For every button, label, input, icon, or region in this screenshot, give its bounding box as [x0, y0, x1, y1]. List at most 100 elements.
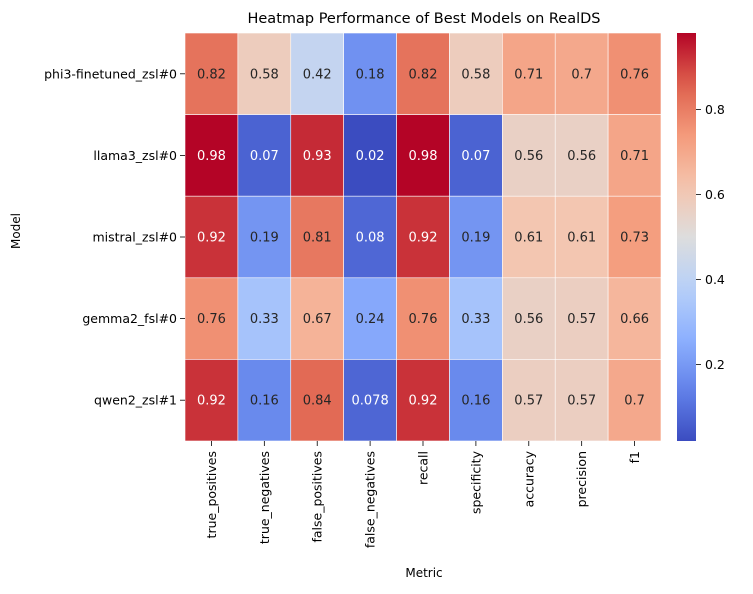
heatmap-cell: [607, 359, 662, 442]
cell-value-label: 0.07: [461, 149, 490, 164]
cell-value-label: 0.02: [356, 149, 385, 164]
heatmap-cell: [607, 114, 662, 197]
y-tick-label: phi3-finetuned_zsl#0: [44, 66, 177, 81]
cell-value-label: 0.76: [620, 67, 649, 82]
heatmap-cell: [343, 114, 397, 197]
heatmap-cell: [237, 32, 292, 115]
x-tick-labels: true_positives true_negatives false_positi…: [204, 441, 642, 548]
heatmap-cell: [184, 32, 239, 115]
cell-value-label: 0.92: [409, 231, 438, 246]
y-tick-label: gemma2_fsl#0: [82, 311, 177, 326]
heatmap-cell: [343, 359, 397, 442]
heatmap-cell: [449, 114, 503, 197]
heatmap-cell: [554, 114, 609, 197]
colorbar-tick-label: 0.4: [705, 272, 725, 287]
heatmap-cell: [290, 114, 344, 197]
cell-value-label: 0.81: [303, 231, 332, 246]
x-tick-label: precision: [574, 451, 589, 507]
x-tick-label: false_positives: [310, 451, 325, 543]
heatmap-cell: [184, 195, 239, 279]
heatmap-cell: [502, 195, 556, 279]
y-tick-label: llama3_zsl#0: [93, 148, 177, 163]
cell-value-label: 0.92: [197, 394, 226, 409]
x-tick-label: false_negatives: [363, 451, 378, 548]
cell-value-label: 0.16: [461, 394, 490, 409]
heatmap-cell: [396, 114, 450, 197]
cell-value-label: 0.84: [303, 394, 332, 409]
cell-value-label: 0.078: [352, 394, 389, 409]
cell-value-label: 0.33: [250, 312, 279, 327]
cell-value-label: 0.61: [567, 231, 596, 246]
heatmap-cell: [184, 114, 239, 197]
chart-title: Heatmap Performance of Best Models on Re…: [247, 11, 600, 27]
cell-value-label: 0.33: [461, 312, 490, 327]
colorbar-tick-label: 0.6: [705, 187, 725, 202]
cell-value-label: 0.73: [620, 231, 649, 246]
x-tick-label: accuracy: [521, 450, 536, 507]
heatmap-cells: 0.82 0.58 0.42 0.18 0.82 0.58 0.71 0.7 0.76 0.98 0…: [184, 32, 662, 442]
heatmap-cell: [554, 277, 609, 360]
x-tick-label: true_positives: [204, 451, 219, 538]
cell-value-label: 0.71: [514, 67, 543, 82]
colorbar-tick-label: 0.2: [705, 357, 725, 372]
cell-value-label: 0.07: [250, 149, 279, 164]
colorbar: [677, 33, 696, 441]
heatmap-cell: [237, 195, 292, 279]
heatmap-cell: [449, 32, 503, 115]
cell-value-label: 0.16: [250, 394, 279, 409]
x-tick-label: true_negatives: [257, 451, 272, 544]
cell-value-label: 0.56: [567, 149, 596, 164]
y-tick-label: qwen2_zsl#1: [94, 393, 177, 408]
cell-value-label: 0.76: [409, 312, 438, 327]
heatmap-cell: [554, 32, 609, 115]
cell-value-label: 0.56: [514, 149, 543, 164]
heatmap-cell: [184, 359, 239, 442]
heatmap-cell: [396, 195, 450, 279]
cell-value-label: 0.57: [567, 394, 596, 409]
cell-value-label: 0.61: [514, 231, 543, 246]
cell-value-label: 0.71: [620, 149, 649, 164]
heatmap-cell: [237, 277, 292, 360]
cell-value-label: 0.58: [250, 67, 279, 82]
colorbar-ticks: 0.2 0.4 0.6 0.8: [696, 102, 725, 372]
cell-value-label: 0.56: [514, 312, 543, 327]
cell-value-label: 0.98: [197, 149, 226, 164]
cell-value-label: 0.08: [356, 231, 385, 246]
cell-value-label: 0.57: [567, 312, 596, 327]
heatmap-cell: [343, 195, 397, 279]
cell-value-label: 0.92: [197, 231, 226, 246]
colorbar-tick-label: 0.8: [705, 102, 725, 117]
heatmap-cell: [290, 195, 344, 279]
cell-value-label: 0.19: [250, 231, 279, 246]
y-axis-label: Model: [9, 213, 23, 249]
y-tick-label: mistral_zsl#0: [92, 230, 177, 245]
cell-value-label: 0.67: [303, 312, 332, 327]
heatmap-cell: [290, 359, 344, 442]
cell-value-label: 0.93: [303, 149, 332, 164]
heatmap-cell: [343, 277, 397, 360]
x-axis-label: Metric: [405, 566, 442, 580]
cell-value-label: 0.19: [461, 231, 490, 246]
cell-value-label: 0.66: [620, 312, 649, 327]
heatmap-cell: [449, 359, 503, 442]
cell-value-label: 0.24: [356, 312, 385, 327]
heatmap-cell: [290, 32, 344, 115]
x-tick-label: f1: [627, 451, 642, 463]
heatmap-cell: [184, 277, 239, 360]
cell-value-label: 0.58: [461, 67, 490, 82]
cell-value-label: 0.82: [197, 67, 226, 82]
heatmap-cell: [607, 277, 662, 360]
heatmap-cell: [502, 114, 556, 197]
heatmap-cell: [502, 359, 556, 442]
cell-value-label: 0.18: [356, 67, 385, 82]
cell-value-label: 0.92: [409, 394, 438, 409]
cell-value-label: 0.57: [514, 394, 543, 409]
heatmap-cell: [343, 32, 397, 115]
heatmap-cell: [396, 32, 450, 115]
cell-value-label: 0.7: [624, 394, 645, 409]
heatmap-cell: [607, 195, 662, 279]
cell-value-label: 0.76: [197, 312, 226, 327]
heatmap-cell: [237, 359, 292, 442]
